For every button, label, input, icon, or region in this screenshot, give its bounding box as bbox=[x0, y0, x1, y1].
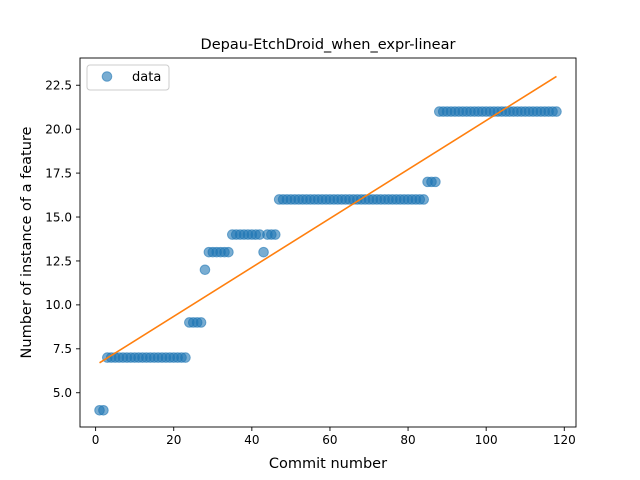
data-point bbox=[180, 352, 191, 363]
y-tick-label: 22.5 bbox=[45, 79, 72, 93]
y-tick-label: 10.0 bbox=[45, 298, 72, 312]
y-axis-label: Number of instance of a feature bbox=[19, 126, 35, 358]
x-tick-label: 20 bbox=[166, 433, 181, 447]
y-tick-label: 20.0 bbox=[45, 122, 72, 136]
data-point bbox=[199, 264, 211, 276]
y-tick-label: 12.5 bbox=[45, 254, 72, 268]
y-tick-label: 7.5 bbox=[53, 342, 72, 356]
x-tick-label: 40 bbox=[244, 433, 259, 447]
x-tick-label: 100 bbox=[475, 433, 498, 447]
data-point bbox=[223, 246, 234, 258]
plot-area-frame bbox=[79, 57, 577, 428]
data-point bbox=[418, 194, 429, 205]
legend-marker bbox=[101, 71, 113, 82]
x-tick-label: 120 bbox=[553, 433, 576, 447]
legend: data bbox=[86, 64, 170, 91]
data-point bbox=[430, 176, 441, 188]
x-axis-label: Commit number bbox=[269, 456, 387, 472]
x-tick-label: 60 bbox=[322, 433, 337, 447]
y-tick-label: 5.0 bbox=[53, 386, 72, 400]
y-tick-label: 17.5 bbox=[45, 166, 72, 180]
y-tick-label: 15.0 bbox=[45, 210, 72, 224]
fit-line bbox=[99, 75, 557, 364]
data-point bbox=[551, 106, 562, 117]
x-tick-label: 0 bbox=[92, 433, 100, 447]
data-point bbox=[258, 246, 269, 258]
data-point bbox=[269, 229, 281, 240]
legend-entry: data bbox=[132, 70, 161, 85]
chart-title: Depau-EtchDroid_when_expr-linear bbox=[201, 37, 456, 53]
data-point bbox=[195, 317, 207, 328]
x-tick-label: 80 bbox=[400, 433, 415, 447]
data-point bbox=[98, 405, 109, 416]
